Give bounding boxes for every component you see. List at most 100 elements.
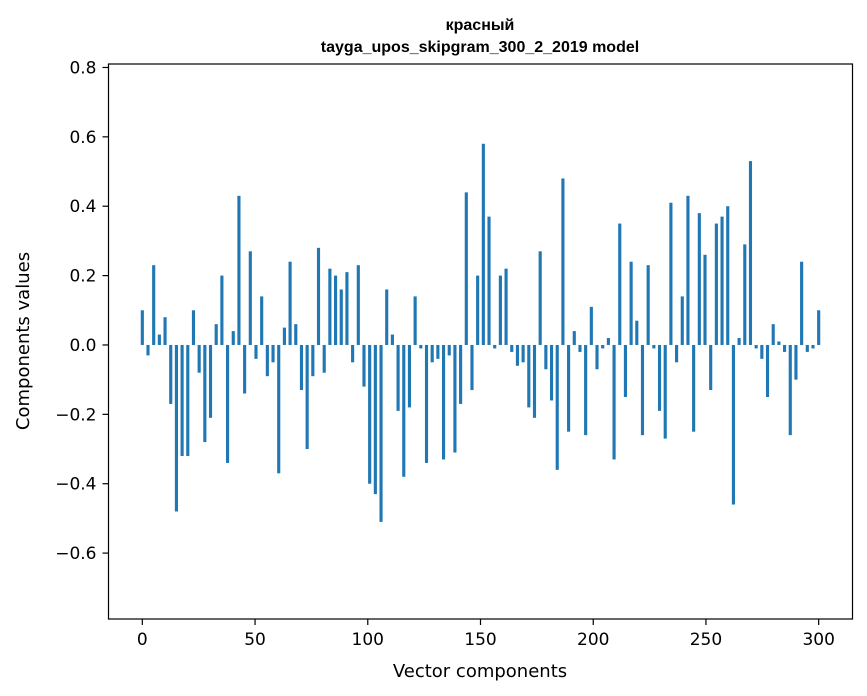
x-tick-label: 50 — [244, 630, 266, 650]
bar — [811, 344, 815, 349]
bar — [584, 344, 588, 436]
bar — [521, 344, 525, 363]
y-tick-label: −0.6 — [55, 544, 96, 564]
bar — [169, 344, 173, 404]
bar — [777, 341, 781, 345]
bar — [424, 344, 429, 463]
bar — [686, 195, 690, 345]
bar — [163, 317, 167, 345]
bar — [606, 338, 610, 345]
bar — [208, 344, 213, 418]
bar — [493, 344, 497, 349]
x-tick-label: 300 — [802, 630, 834, 650]
bar — [220, 275, 224, 345]
bar — [214, 324, 218, 345]
bar — [783, 344, 787, 352]
bar — [640, 344, 645, 436]
bar — [152, 265, 156, 345]
bar — [396, 344, 400, 411]
bar — [618, 223, 622, 345]
x-tick-label: 0 — [137, 630, 148, 650]
bar — [527, 344, 531, 408]
bar — [271, 344, 275, 363]
bar — [191, 310, 196, 345]
bar — [726, 206, 730, 345]
bar — [226, 344, 230, 463]
bar — [601, 344, 605, 349]
y-tick-label: 0.0 — [69, 336, 96, 356]
bar — [248, 251, 252, 345]
bar — [277, 344, 281, 474]
bar — [441, 344, 446, 460]
x-tick-label: 150 — [464, 630, 496, 650]
bar — [720, 216, 724, 345]
bar — [794, 344, 798, 380]
bar — [697, 213, 701, 345]
y-tick-label: 0.6 — [69, 128, 96, 148]
bar — [464, 192, 468, 345]
bar — [561, 178, 565, 345]
bar — [578, 344, 582, 352]
bar — [754, 344, 758, 349]
bar — [265, 344, 269, 377]
x-axis-label: Vector components — [393, 661, 567, 682]
bar — [765, 344, 770, 397]
bar — [623, 344, 627, 397]
plot-frame — [107, 63, 854, 620]
bar — [174, 344, 178, 512]
bar — [589, 306, 593, 345]
bar — [549, 344, 554, 401]
bar — [731, 344, 735, 505]
bar — [487, 216, 491, 345]
bar — [498, 275, 502, 345]
bar — [771, 324, 775, 345]
x-tick-label: 100 — [352, 630, 384, 650]
y-axis-label: Components values — [13, 252, 34, 430]
y-tick-label: −0.4 — [55, 475, 96, 495]
bar — [140, 310, 144, 345]
bar — [299, 344, 304, 391]
bar — [760, 344, 764, 359]
bar — [737, 338, 741, 345]
bar — [476, 275, 480, 345]
bar — [311, 344, 315, 377]
bar — [288, 261, 292, 345]
bar — [459, 344, 463, 404]
bar — [595, 344, 599, 370]
bar — [328, 268, 332, 345]
bar — [805, 344, 809, 352]
bar — [339, 289, 343, 345]
y-tick-label: 0.8 — [69, 58, 96, 78]
bar — [402, 344, 406, 477]
x-axis-ticks: 0 50 100 150 200 250 300 — [137, 619, 835, 650]
bar — [407, 344, 412, 408]
bar — [800, 261, 804, 345]
bar — [572, 331, 576, 345]
bar — [305, 344, 309, 450]
bar — [788, 344, 792, 436]
bar — [390, 334, 394, 345]
bar — [419, 344, 423, 349]
bar — [373, 344, 377, 495]
y-tick-label: 0.2 — [69, 267, 96, 287]
y-tick-label: −0.2 — [55, 405, 96, 425]
chart-title: красный — [446, 17, 515, 34]
bar — [237, 195, 241, 345]
bar — [254, 344, 258, 359]
bar — [544, 344, 548, 370]
bar — [703, 254, 707, 345]
bar-series — [140, 143, 821, 522]
bar — [322, 344, 326, 373]
bar — [186, 344, 190, 456]
bar — [692, 344, 696, 432]
bar — [157, 334, 161, 345]
bar — [817, 310, 821, 345]
bar — [436, 344, 440, 359]
bar — [680, 296, 684, 345]
bar — [538, 251, 542, 345]
bar — [481, 143, 485, 345]
bar — [714, 223, 718, 345]
bar — [510, 344, 514, 352]
bar — [567, 344, 571, 432]
